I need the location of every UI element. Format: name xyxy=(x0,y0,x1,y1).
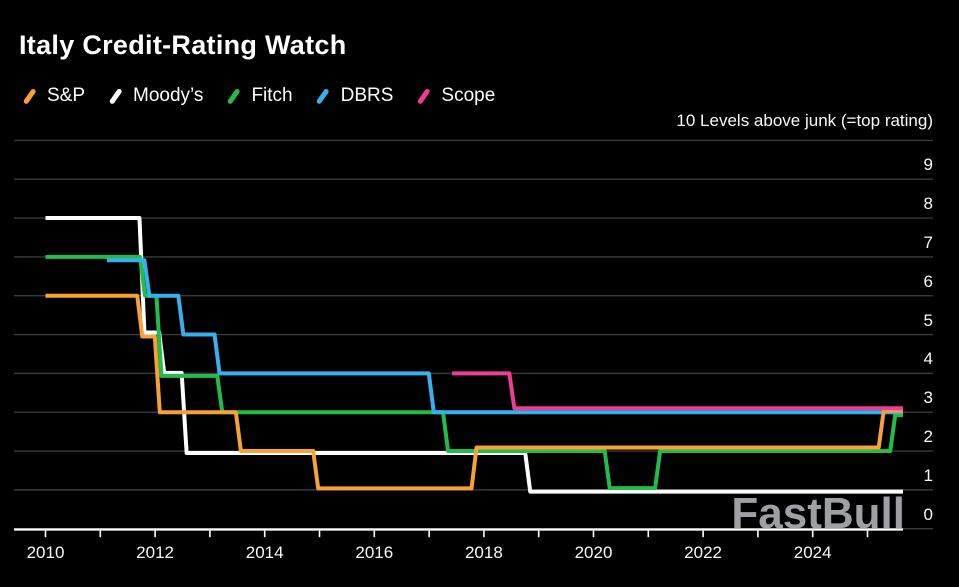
legend-label: Scope xyxy=(441,85,496,106)
x-axis-label: 2016 xyxy=(355,543,394,562)
legend-label: S&P xyxy=(47,85,86,106)
y-axis-label: 4 xyxy=(923,349,933,369)
legend-item-scope: Scope xyxy=(414,85,495,107)
legend-label: Moody’s xyxy=(133,85,204,106)
x-axis-label: 2010 xyxy=(26,543,65,562)
series-line-sp xyxy=(45,293,903,491)
series-line-scope xyxy=(452,371,903,411)
legend-label: DBRS xyxy=(340,85,394,106)
y-axis-label: 6 xyxy=(923,271,933,291)
y-axis-label: 9 xyxy=(923,155,933,175)
x-axis-label: 2014 xyxy=(245,543,284,562)
legend-label: Fitch xyxy=(251,85,293,106)
legend-item-sp: S&P xyxy=(20,85,85,107)
x-axis-label: 2020 xyxy=(574,543,613,562)
y-axis-label: 3 xyxy=(923,388,933,408)
y-axis-top-annotation: 10 Levels above junk (=top rating) xyxy=(676,111,933,130)
y-axis-label: 8 xyxy=(923,194,933,214)
x-axis-label: 2022 xyxy=(684,543,722,562)
y-axis-label: 2 xyxy=(923,427,933,447)
y-axis-label: 5 xyxy=(923,310,933,330)
y-axis-label: 1 xyxy=(923,465,933,485)
x-axis-label: 2024 xyxy=(793,543,832,562)
y-axis-label: 7 xyxy=(923,232,933,252)
legend: S&P Moody’s Fitch DBRS Scope xyxy=(20,85,495,107)
chart-title: Italy Credit-Rating Watch xyxy=(19,30,347,60)
legend-item-moodys: Moody’s xyxy=(106,85,203,107)
x-axis-label: 2012 xyxy=(136,543,174,562)
series-line-dbrs xyxy=(106,258,903,415)
y-axis-label: 0 xyxy=(923,504,933,524)
x-axis-label: 2018 xyxy=(464,543,503,562)
legend-item-dbrs: DBRS xyxy=(314,85,394,107)
legend-item-fitch: Fitch xyxy=(224,85,293,107)
